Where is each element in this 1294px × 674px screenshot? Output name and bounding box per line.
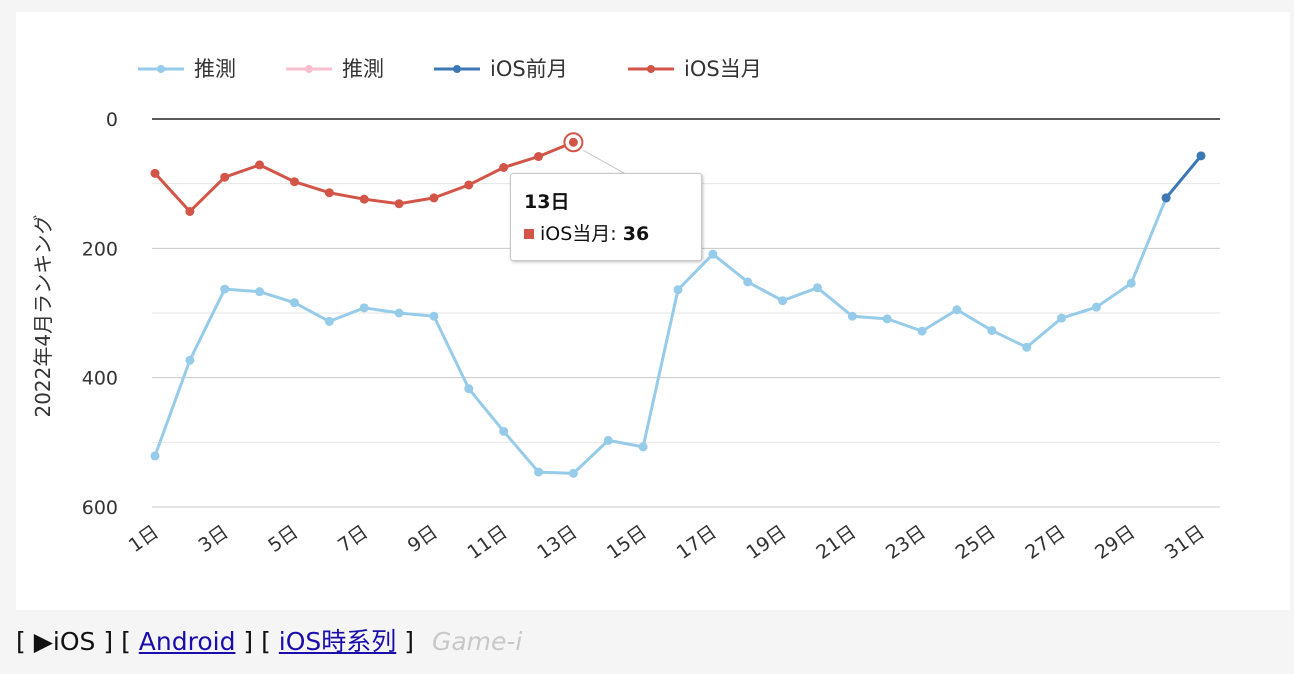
data-point xyxy=(499,426,509,436)
legend-marker xyxy=(453,65,461,73)
x-tick-label: 25日 xyxy=(952,521,1000,564)
data-point xyxy=(499,163,509,172)
data-point xyxy=(150,168,160,178)
x-tick-label: 13日 xyxy=(533,521,581,564)
bracket-close: ] xyxy=(95,627,114,656)
bracket-close: ] xyxy=(396,627,414,656)
data-point xyxy=(603,435,613,445)
tooltip-label: iOS当月: xyxy=(540,223,623,245)
bracket-close: ] xyxy=(235,627,254,656)
bracket-open: [ xyxy=(121,627,139,656)
legend-marker xyxy=(157,65,165,73)
data-point xyxy=(464,384,474,394)
nav-current-ios: ▶iOS xyxy=(33,627,96,656)
data-point xyxy=(220,284,230,294)
data-point xyxy=(847,311,857,321)
legend-label: iOS前月 xyxy=(490,57,568,81)
data-point xyxy=(289,177,299,187)
tooltip-series-swatch xyxy=(524,229,534,239)
data-point xyxy=(150,451,160,461)
x-tick-label: 29日 xyxy=(1091,521,1139,564)
data-point xyxy=(289,298,299,308)
data-point xyxy=(638,442,648,452)
x-tick-label: 31日 xyxy=(1161,521,1209,564)
data-point xyxy=(429,193,439,203)
y-tick-label: 600 xyxy=(82,497,118,519)
data-point xyxy=(359,303,369,313)
data-point xyxy=(534,467,544,477)
chart-tooltip: 13日 iOS当月: 36 xyxy=(510,173,702,261)
android-link[interactable]: Android xyxy=(138,627,236,656)
x-tick-label: 23日 xyxy=(882,521,930,564)
x-tick-label: 11日 xyxy=(464,521,512,564)
data-point xyxy=(812,283,822,293)
bracket-open: [ xyxy=(16,627,34,656)
platform-nav: [ ▶iOS ] [ Android ] [ iOS時系列 ] Game-i xyxy=(16,622,522,658)
data-point xyxy=(673,285,683,295)
legend-label: 推測 xyxy=(342,57,384,81)
data-point xyxy=(185,355,195,365)
data-point xyxy=(952,305,962,315)
data-point xyxy=(220,172,230,182)
ios-timeline-link[interactable]: iOS時系列 xyxy=(278,627,397,656)
data-point xyxy=(987,325,997,335)
data-point xyxy=(324,316,334,326)
data-point xyxy=(185,206,195,216)
y-tick-label: 0 xyxy=(106,109,118,131)
data-point xyxy=(778,296,788,306)
chart-svg: 0 200 400 600 2022年4月ランキング 1日 3日 5日 7日 9日 11日 13日 15… xyxy=(31,57,1220,564)
ranking-chart: 0 200 400 600 2022年4月ランキング 1日 3日 5日 7日 9日 11日 13日 15… xyxy=(16,12,1290,610)
data-point xyxy=(917,326,927,336)
data-point xyxy=(743,277,753,287)
tooltip-value: 36 xyxy=(622,223,650,245)
data-point xyxy=(1126,278,1136,288)
x-tick-label: 27日 xyxy=(1021,521,1069,564)
data-point xyxy=(464,180,474,190)
legend-marker xyxy=(647,65,655,73)
data-point xyxy=(324,188,334,198)
bracket-open: [ xyxy=(261,627,279,656)
data-point xyxy=(255,287,265,297)
game-i-brand: Game-i xyxy=(431,627,523,656)
x-tick-label: 7日 xyxy=(334,521,372,557)
data-point xyxy=(1022,342,1032,352)
x-tick-label: 3日 xyxy=(195,521,233,557)
data-point xyxy=(1091,302,1101,312)
data-point xyxy=(1196,151,1206,161)
x-tick-label: 9日 xyxy=(404,521,442,557)
tooltip-row: iOS当月: 36 xyxy=(524,219,649,246)
y-axis-label: 2022年4月ランキング xyxy=(31,214,55,417)
legend-label: 推測 xyxy=(194,57,236,81)
data-point xyxy=(394,199,404,209)
data-point xyxy=(359,194,369,204)
y-tick-label: 400 xyxy=(82,368,118,390)
x-tick-label: 1日 xyxy=(125,521,163,557)
data-point xyxy=(568,468,578,478)
data-point xyxy=(1057,313,1067,323)
legend-marker xyxy=(305,65,313,73)
data-point xyxy=(882,314,892,324)
x-tick-label: 17日 xyxy=(673,521,721,564)
series-line xyxy=(1164,154,1203,199)
data-point xyxy=(1161,193,1171,203)
legend-label: iOS当月 xyxy=(684,57,762,81)
x-tick-label: 21日 xyxy=(812,521,860,564)
data-point xyxy=(255,160,265,170)
data-point xyxy=(394,308,404,318)
x-tick-label: 19日 xyxy=(742,521,790,564)
highlight-point xyxy=(568,137,578,147)
series-line xyxy=(153,197,1168,475)
tooltip-title: 13日 xyxy=(524,191,570,213)
data-point xyxy=(534,152,544,162)
y-tick-label: 200 xyxy=(82,238,118,260)
data-point xyxy=(429,311,439,321)
x-tick-label: 15日 xyxy=(603,521,651,564)
data-point xyxy=(708,249,718,259)
x-tick-label: 5日 xyxy=(264,521,302,557)
